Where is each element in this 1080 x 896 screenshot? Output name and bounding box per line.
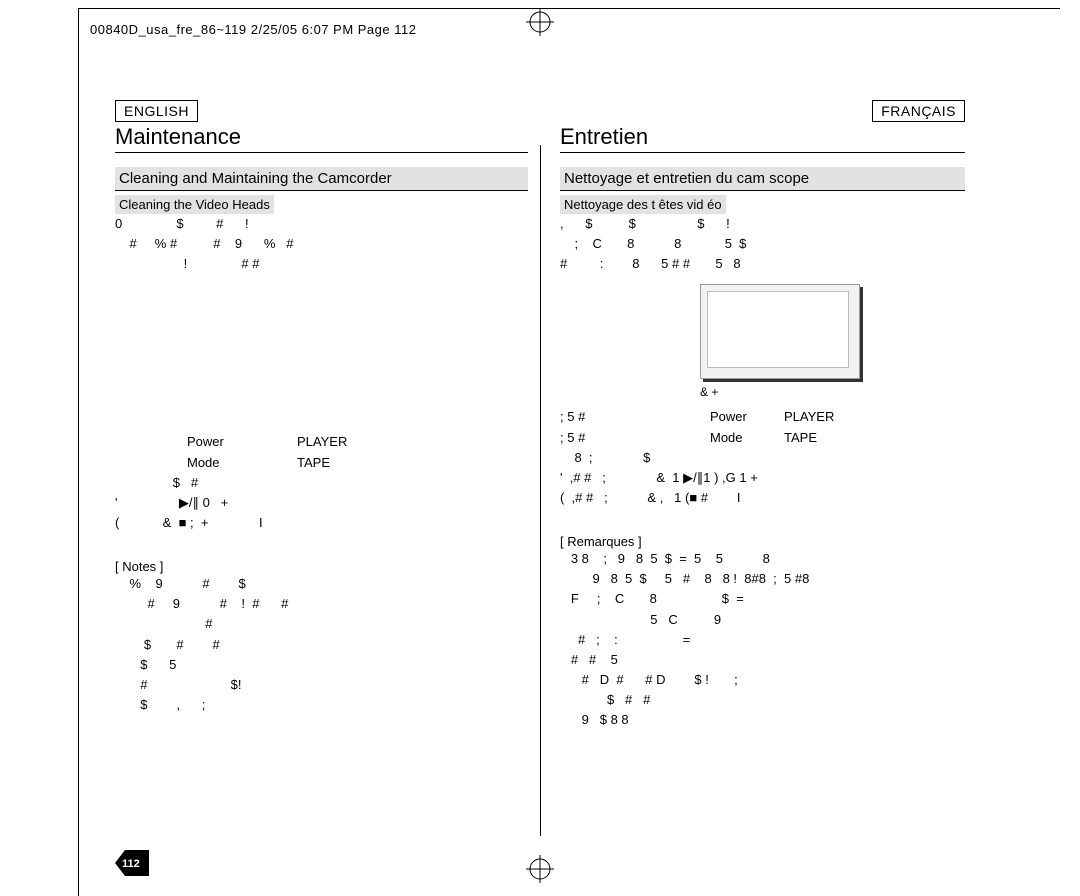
mode-label-en: Mode bbox=[187, 453, 247, 473]
body-garble-en-2: $ # ' ▶/∥ 0 + ( & ■ ; + I bbox=[115, 473, 528, 533]
premode-fr-2: ; 5 # bbox=[560, 428, 710, 448]
title-english: Maintenance bbox=[115, 124, 528, 153]
body-garble-fr-2: 8 ; $ ' ,# # ; & 1 ▶/∥1 ) ,G 1 + ( ,# # … bbox=[560, 448, 965, 508]
section-bar-english: Cleaning and Maintaining the Camcorder bbox=[115, 167, 528, 191]
page-number-badge: 112 bbox=[115, 850, 149, 876]
notes-head-fr: [ Remarques ] bbox=[560, 534, 965, 549]
lang-badge-english: ENGLISH bbox=[115, 100, 198, 122]
notes-body-en: % 9 # $ # 9 # ! # # # $ # # $ 5 # $! $ ,… bbox=[115, 574, 528, 715]
premode-fr-1: ; 5 # bbox=[560, 407, 710, 427]
figure-caption: & + bbox=[700, 385, 965, 399]
notes-body-fr: 3 8 ; 9 8 5 $ = 5 5 8 9 8 5 $ 5 # 8 8 ! … bbox=[560, 549, 965, 730]
body-garble-en-1: 0 $ # ! # % # # 9 % # ! # # bbox=[115, 214, 528, 274]
mode-value-fr: TAPE bbox=[784, 428, 817, 448]
body-garble-fr-1: , $ $ $ ! ; C 8 8 5 $ # : 8 5 # # 5 8 bbox=[560, 214, 965, 274]
subsection-bar-english: Cleaning the Video Heads bbox=[115, 195, 274, 214]
notes-head-en: [ Notes ] bbox=[115, 559, 528, 574]
crop-line-left bbox=[78, 8, 79, 896]
lang-badge-french: FRANÇAIS bbox=[872, 100, 965, 122]
mode-label-fr: Mode bbox=[710, 428, 770, 448]
registration-mark-top bbox=[526, 8, 554, 36]
figure-inner bbox=[707, 291, 849, 368]
power-value-fr: PLAYER bbox=[784, 407, 834, 427]
mode-value-en: TAPE bbox=[297, 453, 330, 473]
power-value-en: PLAYER bbox=[297, 432, 347, 452]
section-bar-french: Nettoyage et entretien du cam scope bbox=[560, 167, 965, 191]
figure-box bbox=[700, 284, 860, 379]
subsection-bar-french: Nettoyage des t êtes vid éo bbox=[560, 195, 726, 214]
mode-block-en: Power PLAYER Mode TAPE bbox=[115, 432, 528, 472]
power-label-en: Power bbox=[187, 432, 247, 452]
title-french: Entretien bbox=[560, 124, 965, 153]
page-number: 112 bbox=[122, 858, 140, 870]
column-english: ENGLISH Maintenance Cleaning and Maintai… bbox=[115, 100, 540, 876]
power-label-fr: Power bbox=[710, 407, 770, 427]
crop-line-top bbox=[78, 8, 1060, 9]
imposition-header: 00840D_usa_fre_86~119 2/25/05 6:07 PM Pa… bbox=[90, 22, 416, 37]
column-french: FRANÇAIS Entretien Nettoyage et entretie… bbox=[540, 100, 965, 876]
mode-block-fr: ; 5 # Power PLAYER ; 5 # Mode TAPE bbox=[560, 407, 965, 447]
